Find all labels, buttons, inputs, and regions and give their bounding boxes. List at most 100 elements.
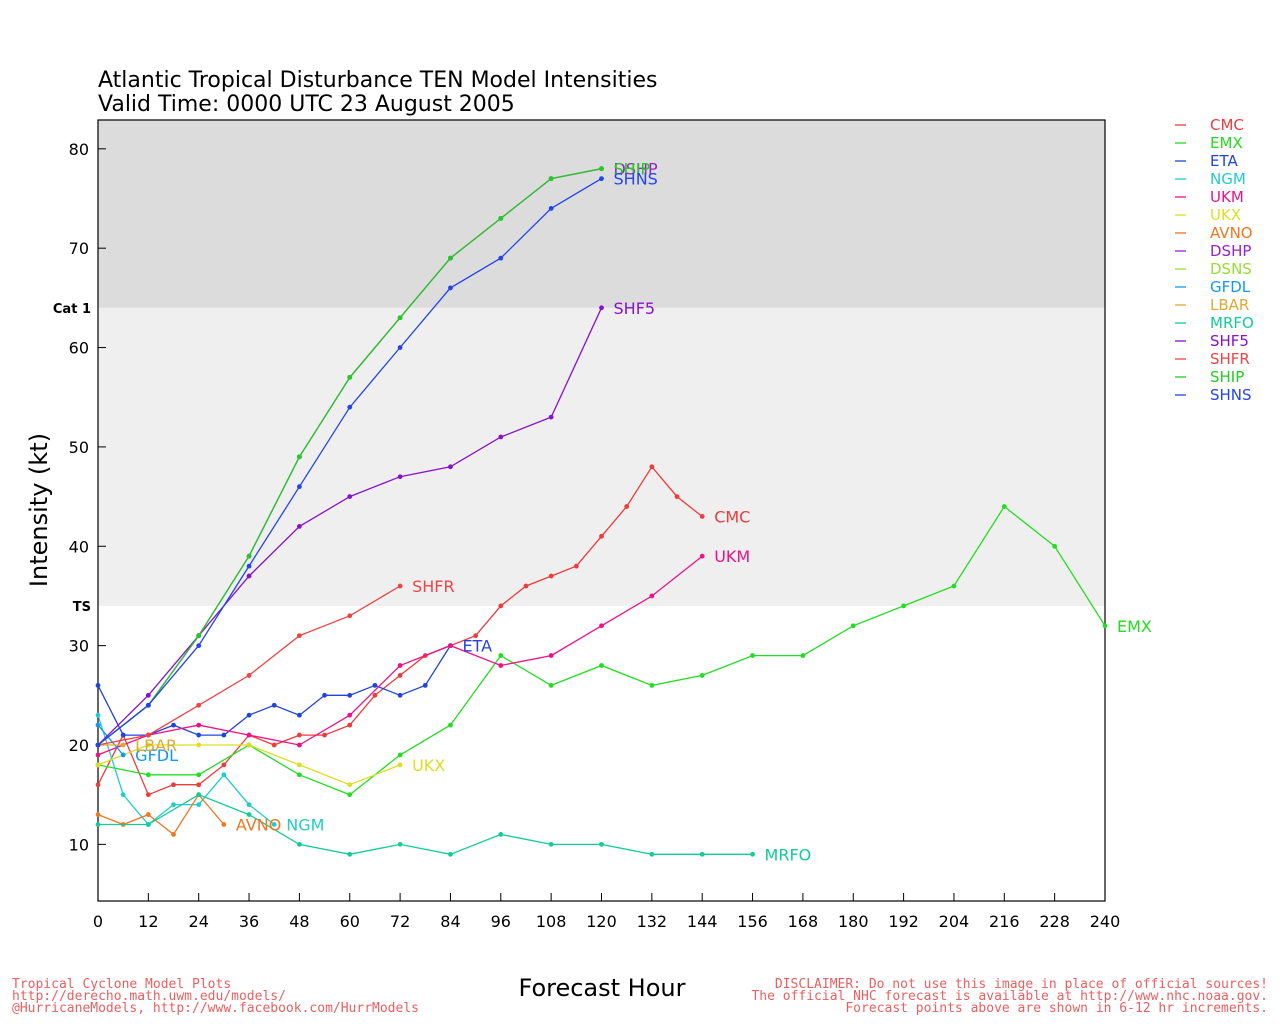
legend-label-gfdl: GFDL [1210, 278, 1251, 296]
x-tick-label: 84 [440, 912, 460, 931]
data-point-ukm [347, 712, 353, 718]
x-tick-label: 144 [687, 912, 718, 931]
x-tick-label: 72 [390, 912, 410, 931]
data-point-shf5 [548, 414, 554, 420]
data-point-avno [171, 832, 176, 837]
data-point-mrfo [498, 832, 504, 837]
data-point-eta [221, 732, 227, 738]
data-point-ngm [120, 792, 126, 798]
category-label-ts: TS [73, 600, 91, 615]
data-point-cmc [347, 722, 353, 728]
data-point-mrfo [649, 851, 655, 857]
legend-label-shfr: SHFR [1210, 350, 1250, 368]
x-tick-label: 240 [1090, 912, 1121, 931]
data-point-eta [246, 712, 252, 718]
data-point-ukx [397, 762, 403, 768]
series-gfdl [95, 722, 126, 758]
band-1 [98, 120, 1105, 308]
data-point-ship [196, 633, 202, 639]
data-point-mrfo [699, 851, 705, 857]
data-point-cmc [271, 742, 277, 748]
data-point-eta [397, 692, 403, 698]
data-point-emx [901, 603, 906, 609]
end-label-ukx: UKX [412, 756, 445, 775]
data-point-shf5 [498, 434, 504, 440]
data-point-cmc [397, 673, 403, 678]
end-label-shns: SHNS [614, 170, 658, 189]
data-point-emx [347, 792, 353, 798]
series-line-shfr [97, 585, 401, 746]
data-point-emx [196, 772, 202, 778]
data-point-emx [599, 663, 604, 668]
data-point-shfr [397, 583, 403, 589]
data-point-cmc [221, 762, 227, 768]
legend-label-avno: AVNO [1210, 224, 1253, 242]
footer-left: Tropical Cyclone Model Plots http://dere… [12, 977, 419, 1016]
legend-label-ukm: UKM [1210, 188, 1244, 206]
data-point-shf5 [246, 573, 252, 579]
data-point-mrfo [246, 812, 252, 817]
end-label-ngm: NGM [286, 815, 324, 834]
data-point-avno [221, 822, 227, 827]
data-point-cmc [498, 603, 504, 609]
x-axis-label: Forecast Hour [519, 974, 686, 1002]
series-line-gfdl [97, 724, 124, 756]
series-mrfo [95, 792, 755, 857]
data-point-emx [397, 752, 403, 758]
data-point-ukm [448, 643, 453, 649]
x-tick-label: 96 [491, 912, 511, 931]
data-point-shf5 [599, 305, 604, 311]
data-point-eta [422, 682, 428, 688]
data-point-mrfo [95, 822, 101, 827]
data-point-emx [750, 653, 755, 658]
data-point-cmc [473, 633, 479, 639]
footer-right-line2: The official NHC forecast is available a… [751, 989, 1268, 1004]
data-point-shfr [196, 702, 202, 708]
data-point-mrfo [196, 792, 202, 798]
data-point-cmc [523, 583, 529, 589]
end-label-eta: ETA [462, 637, 492, 656]
series-ukm [95, 553, 705, 758]
series-ship [95, 166, 604, 748]
end-label-shfr: SHFR [412, 577, 455, 596]
end-label-ukm: UKM [714, 547, 750, 566]
data-point-cmc [699, 514, 705, 519]
data-point-eta [372, 682, 378, 688]
legend-label-ukx: UKX [1210, 206, 1241, 224]
end-label-cmc: CMC [714, 507, 750, 526]
x-tick-label: 36 [239, 912, 259, 931]
data-point-eta [196, 732, 202, 738]
legend: CMCEMXETANGMUKMUKXAVNODSHPDSNSGFDLLBARMR… [1175, 116, 1254, 404]
x-tick-label: 204 [939, 912, 970, 931]
data-point-shfr [347, 613, 353, 619]
series-shns [95, 176, 604, 748]
data-point-shfr [145, 732, 151, 738]
x-tick-label: 12 [138, 912, 158, 931]
y-tick-label: 50 [69, 438, 89, 457]
data-point-emx [951, 583, 957, 589]
data-point-cmc [649, 464, 655, 470]
y-tick-label: 30 [69, 637, 89, 656]
x-tick-label: 108 [536, 912, 567, 931]
data-point-ukm [196, 722, 202, 728]
data-point-shfr [297, 633, 302, 639]
data-point-emx [1001, 504, 1007, 509]
data-point-ukx [95, 762, 101, 768]
legend-label-ngm: NGM [1210, 170, 1246, 188]
data-point-ship [246, 553, 252, 559]
data-point-ship [448, 255, 453, 261]
data-point-mrfo [448, 851, 453, 857]
end-label-ship: SHIP [614, 160, 651, 179]
x-tick-label: 156 [737, 912, 768, 931]
data-point-cmc [624, 504, 630, 509]
x-tick-label: 216 [989, 912, 1020, 931]
data-point-cmc [145, 792, 151, 798]
series-line-eta [97, 645, 451, 736]
data-point-emx [699, 673, 705, 678]
x-tick-label: 60 [340, 912, 360, 931]
legend-label-mrfo: MRFO [1210, 314, 1254, 332]
data-point-mrfo [297, 841, 302, 847]
data-point-shf5 [145, 692, 151, 698]
data-point-emx [1052, 543, 1058, 549]
